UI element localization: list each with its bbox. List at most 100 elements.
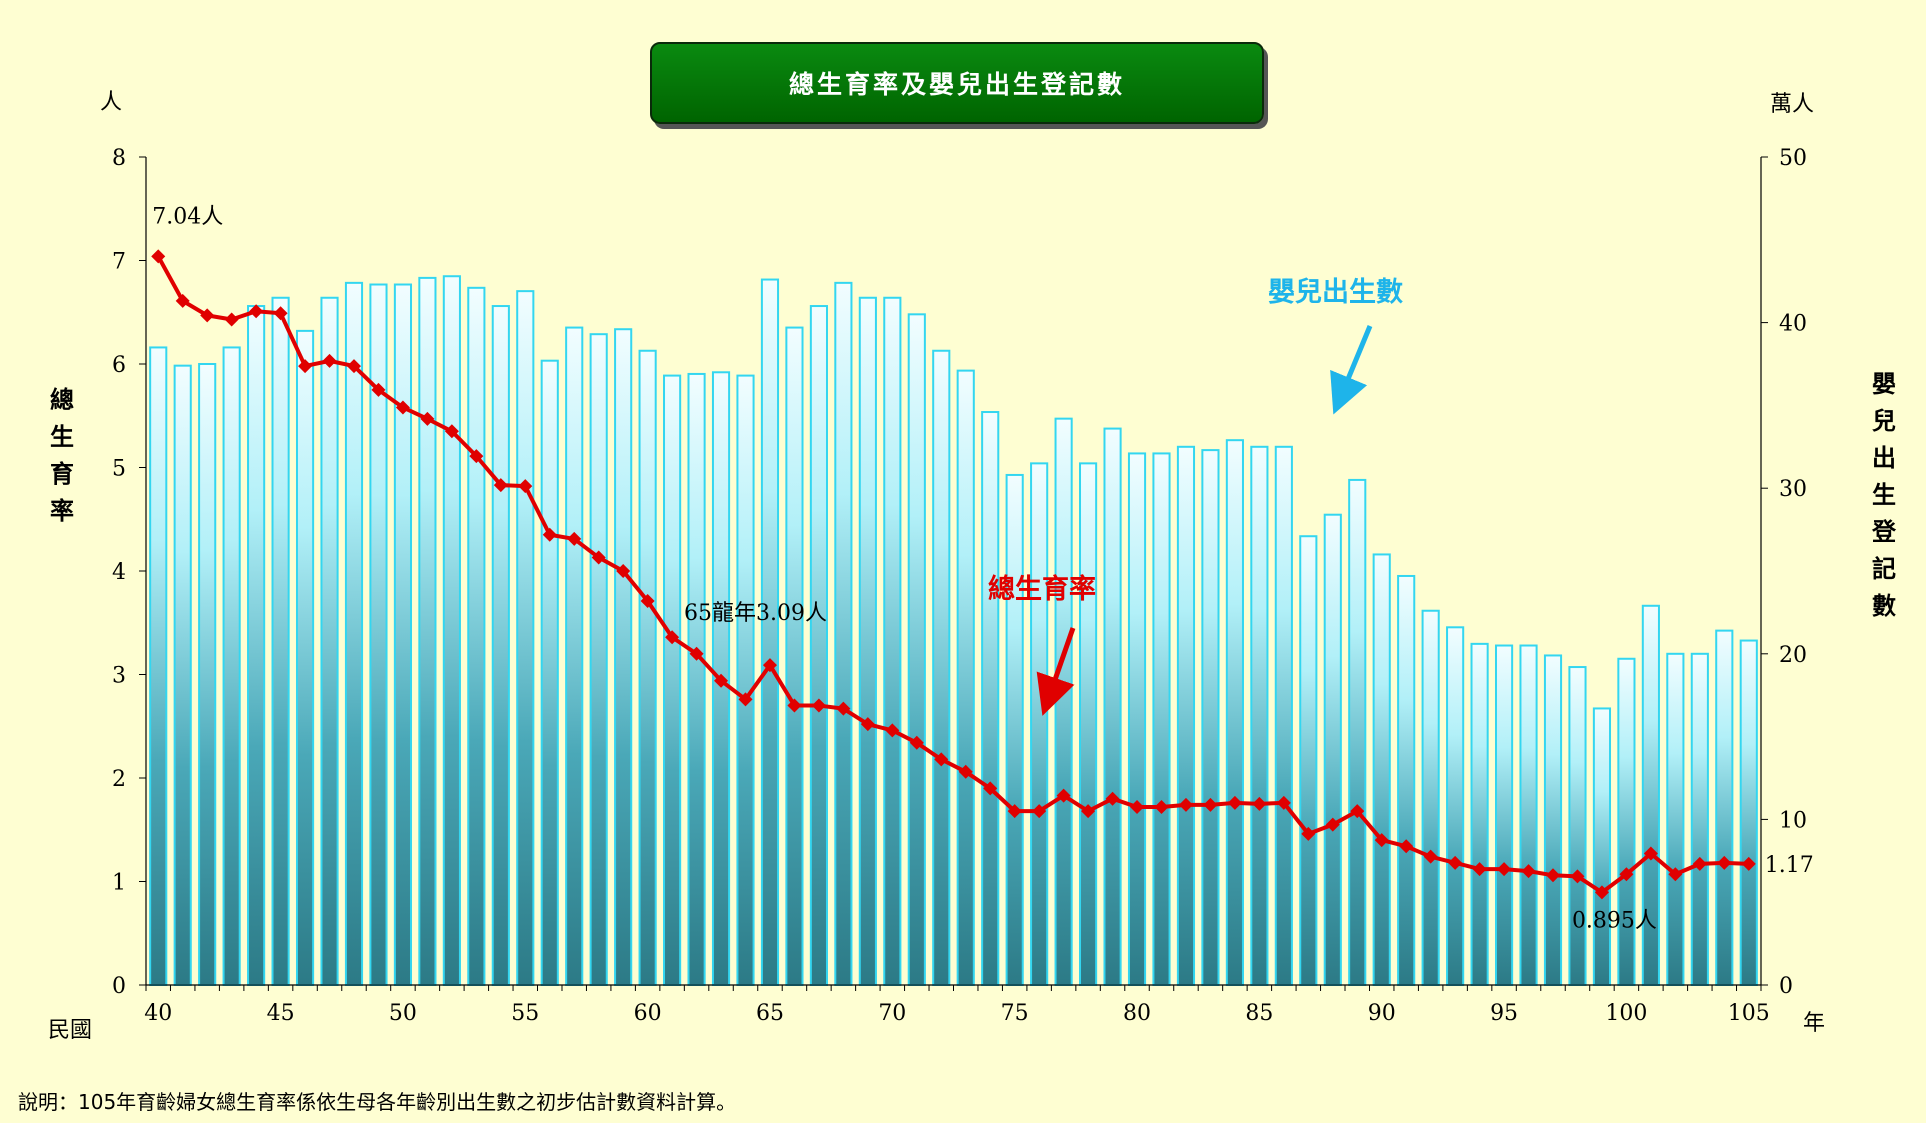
births-bar	[149, 346, 168, 986]
births-bar	[1054, 417, 1073, 986]
tfr-point	[787, 698, 802, 713]
births-bar	[589, 333, 608, 986]
tfr-point	[175, 293, 190, 308]
annotation-min-value: 0.895人	[1572, 908, 1657, 933]
footnote: 說明：105年育齡婦女總生育率係依生母各年齡別出生數之初步估計數資料計算。	[18, 1090, 737, 1114]
tfr-point	[1252, 796, 1267, 811]
tfr-point	[738, 692, 753, 707]
tfr-point	[1227, 795, 1242, 810]
births-bar	[1446, 626, 1465, 986]
tfr-point	[1081, 804, 1096, 819]
tfr-point	[1301, 826, 1316, 841]
tfr-point	[151, 249, 166, 264]
x-axis-tick-label: 60	[634, 1001, 662, 1026]
tfr-point	[1668, 867, 1683, 882]
tfr-point	[1399, 839, 1414, 854]
births-bar	[1690, 652, 1709, 986]
births-bar	[1323, 513, 1342, 986]
births-arrow	[1330, 325, 1373, 415]
births-bar	[467, 286, 486, 986]
right-axis-tick-label: 0	[1779, 974, 1793, 999]
x-axis-tick-label: 80	[1123, 1001, 1151, 1026]
left-axis-tick-label: 3	[112, 664, 126, 689]
tfr-point	[934, 752, 949, 767]
tfr-point	[1130, 799, 1145, 814]
tfr-point	[493, 478, 508, 493]
births-bar	[295, 329, 315, 986]
births-bar	[1225, 439, 1244, 986]
x-axis-tick-label: 40	[144, 1001, 172, 1026]
left-axis-tick-label: 4	[112, 560, 126, 585]
births-bar	[1127, 452, 1147, 987]
x-axis-tick-label: 50	[389, 1001, 417, 1026]
births-bar	[222, 346, 241, 986]
births-bar	[907, 313, 926, 986]
tfr-point	[249, 304, 264, 319]
tfr-point	[591, 550, 606, 565]
tfr-point	[200, 308, 215, 323]
tfr-point	[469, 449, 484, 464]
tfr-point	[983, 781, 998, 796]
births-bar	[1568, 666, 1587, 986]
births-bar	[1250, 445, 1269, 986]
births-bar	[198, 363, 217, 986]
right-axis-tick-label: 10	[1779, 808, 1807, 833]
left-axis-tick-label: 6	[112, 353, 126, 378]
x-axis-tick-label: 105	[1728, 1001, 1770, 1026]
tfr-point	[1619, 867, 1634, 882]
births-bar	[809, 305, 828, 987]
right-axis-tick-label: 50	[1779, 146, 1807, 171]
births-bar	[271, 296, 290, 986]
births-bar	[1421, 609, 1440, 986]
tfr-point	[1203, 797, 1218, 812]
births-series-label: 嬰兒出生數	[1268, 277, 1403, 308]
left-axis-tick-label: 2	[112, 767, 126, 792]
tfr-point	[1546, 868, 1561, 883]
births-bar	[956, 369, 975, 986]
births-bar	[1274, 445, 1293, 986]
births-bar	[516, 290, 535, 986]
tfr-point	[1692, 856, 1707, 871]
tfr-point	[1741, 856, 1756, 871]
tfr-point	[224, 312, 239, 327]
tfr-point	[665, 630, 680, 645]
tfr-point	[958, 764, 973, 779]
tfr-point	[444, 424, 459, 439]
x-axis-tick-label: 90	[1368, 1001, 1396, 1026]
x-axis-label-right: 年	[1803, 1011, 1826, 1036]
births-bar	[1519, 644, 1538, 987]
tfr-point	[885, 723, 900, 738]
tfr-point	[1448, 855, 1463, 870]
tfr-point	[322, 353, 337, 368]
x-axis-tick-label: 100	[1605, 1001, 1647, 1026]
births-bar	[1348, 478, 1367, 986]
tfr-point	[616, 564, 631, 578]
tfr-point	[1423, 849, 1438, 864]
tfr-point	[860, 717, 875, 732]
births-bar	[491, 305, 510, 987]
births-bar	[1592, 707, 1612, 986]
births-bar	[1470, 642, 1489, 986]
tfr-point	[1594, 885, 1609, 900]
tfr-point	[1570, 869, 1585, 884]
births-bar	[1299, 535, 1318, 986]
births-bar	[344, 281, 364, 986]
left-axis-tick-label: 8	[112, 146, 126, 171]
x-axis-tick-label: 85	[1245, 1001, 1273, 1026]
births-bar	[1617, 657, 1636, 987]
births-bar	[883, 296, 902, 986]
left-axis-unit: 人	[100, 90, 123, 115]
tfr-point	[1105, 791, 1120, 806]
births-bar	[1005, 473, 1024, 986]
right-axis-title: 嬰兒出生登記數	[1872, 370, 1896, 620]
births-bar	[320, 296, 339, 986]
tfr-point	[371, 382, 386, 397]
annotation-last-value: 1.17	[1765, 853, 1814, 878]
births-bar	[540, 359, 559, 986]
births-bar	[1103, 427, 1122, 986]
chart-text-labels: 7.04人 65龍年3.09人 0.895人 1.17	[152, 204, 1814, 933]
x-axis-tick-label: 65	[756, 1001, 784, 1026]
births-bar	[736, 374, 755, 986]
